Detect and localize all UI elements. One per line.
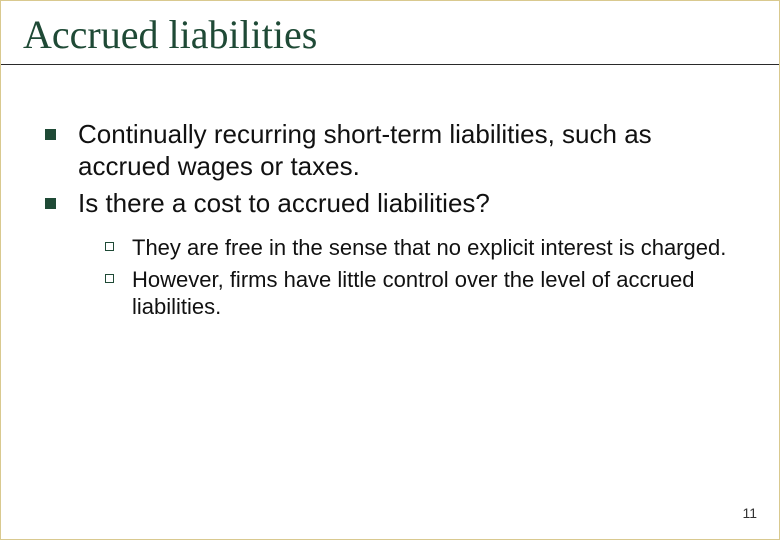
slide-title: Accrued liabilities bbox=[23, 11, 761, 58]
slide-body: Continually recurring short-term liabili… bbox=[19, 71, 761, 321]
sub-list-item-text: They are free in the sense that no expli… bbox=[132, 234, 726, 262]
hollow-square-bullet-icon bbox=[105, 242, 114, 251]
title-rule bbox=[1, 64, 779, 65]
list-item-text: Continually recurring short-term liabili… bbox=[78, 119, 739, 182]
list-item: Continually recurring short-term liabili… bbox=[45, 119, 739, 182]
sub-list-item: However, firms have little control over … bbox=[105, 266, 739, 321]
sub-list-item: They are free in the sense that no expli… bbox=[105, 234, 739, 262]
slide: Accrued liabilities Continually recurrin… bbox=[0, 0, 780, 540]
hollow-square-bullet-icon bbox=[105, 274, 114, 283]
square-bullet-icon bbox=[45, 129, 56, 140]
sub-list-item-text: However, firms have little control over … bbox=[132, 266, 739, 321]
list-item-text: Is there a cost to accrued liabilities? bbox=[78, 188, 490, 220]
list-item: Is there a cost to accrued liabilities? bbox=[45, 188, 739, 220]
page-number: 11 bbox=[742, 505, 757, 521]
title-block: Accrued liabilities bbox=[19, 9, 761, 71]
square-bullet-icon bbox=[45, 198, 56, 209]
sub-list: They are free in the sense that no expli… bbox=[45, 226, 739, 321]
